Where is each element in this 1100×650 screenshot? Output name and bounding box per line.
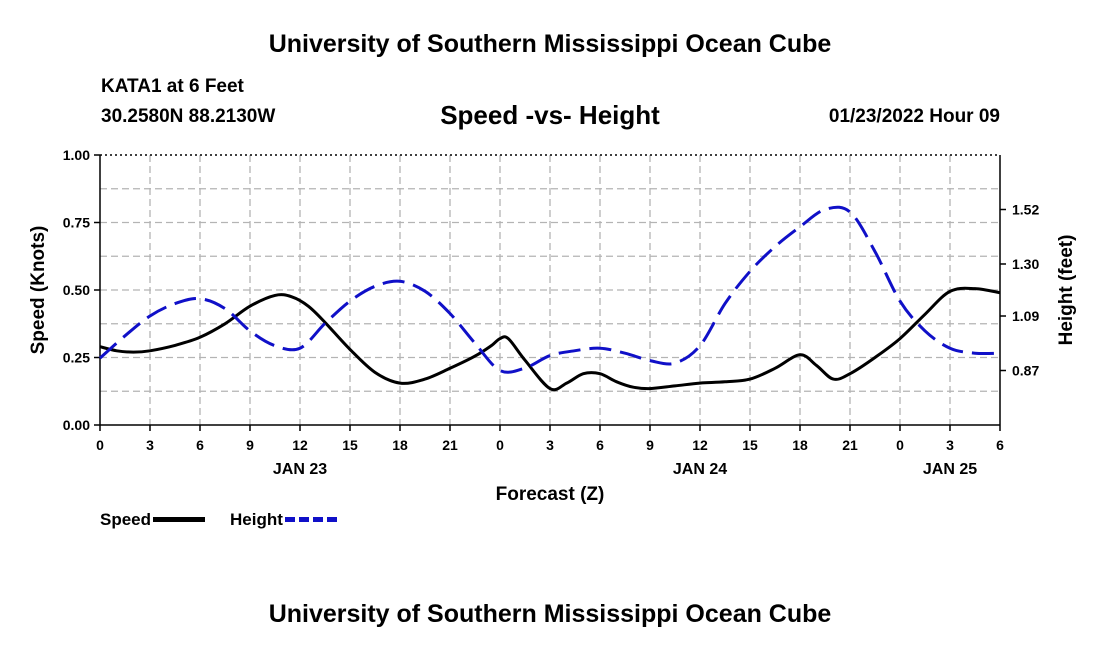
height-series-line	[99, 205, 1001, 374]
y-tick-label: 1.00	[63, 147, 90, 163]
x-tick-label: 12	[692, 437, 708, 453]
legend-speed: Speed	[100, 509, 206, 530]
run-time: 01/23/2022 Hour 09	[828, 106, 1000, 127]
station-coordinates: 30.2580N 88.2130W	[101, 106, 276, 127]
x-tick-label: 9	[246, 437, 254, 453]
x-tick-label: 6	[196, 437, 204, 453]
x-tick-label: 6	[996, 437, 1004, 453]
y2-tick-label: 1.30	[1012, 256, 1039, 272]
x-tick-label: 21	[442, 437, 458, 453]
x-tick-label: 0	[96, 437, 104, 453]
x-date-label: JAN 23	[273, 461, 327, 478]
x-tick-label: 12	[292, 437, 308, 453]
series-layer	[99, 205, 1001, 392]
speed-series-line	[99, 286, 1001, 392]
x-tick-label: 18	[392, 437, 408, 453]
axis-layer	[94, 154, 1006, 431]
y2-tick-label: 1.52	[1012, 201, 1039, 217]
legend-height: Height	[230, 509, 337, 530]
x-tick-label: 21	[842, 437, 858, 453]
grid-layer	[100, 154, 1000, 425]
legend-height-label: Height	[230, 509, 283, 529]
speed-height-chart: 0.00 0.25 0.50 0.75 1.00 0.87 1.09 1.30 1.52 0 3 6 9…	[28, 147, 1077, 505]
station-name: KATA1 at 6 Feet	[101, 76, 244, 97]
y-tick-label: 0.75	[63, 215, 90, 231]
y2-axis-title: Height (feet)	[1056, 235, 1077, 346]
legend-height-swatch	[284, 517, 337, 523]
y-axis-title: Speed (Knots)	[28, 226, 49, 355]
y-tick-label: 0.00	[63, 417, 90, 433]
x-tick-label: 3	[546, 437, 554, 453]
chart-title: Speed -vs- Height	[440, 100, 660, 130]
x-tick-label: 18	[792, 437, 808, 453]
x-tick-label: 15	[342, 437, 358, 453]
legend-speed-swatch	[153, 517, 206, 523]
label-layer: 0.00 0.25 0.50 0.75 1.00 0.87 1.09 1.30 1.52 0 3 6 9…	[63, 147, 1040, 478]
x-tick-label: 0	[896, 437, 904, 453]
x-tick-label: 15	[742, 437, 758, 453]
footer-title: University of Southern Mississippi Ocean…	[268, 600, 832, 628]
x-date-label: JAN 24	[673, 461, 727, 478]
y-tick-label: 0.25	[63, 350, 90, 366]
x-tick-label: 9	[646, 437, 654, 453]
x-tick-label: 3	[146, 437, 154, 453]
x-tick-label: 6	[596, 437, 604, 453]
y2-tick-label: 1.09	[1012, 308, 1039, 324]
y2-tick-label: 0.87	[1012, 363, 1039, 379]
x-tick-label: 3	[946, 437, 954, 453]
x-date-label: JAN 25	[923, 461, 977, 478]
main-title: University of Southern Mississippi Ocean…	[268, 30, 832, 58]
legend-speed-label: Speed	[100, 509, 152, 529]
y-tick-label: 0.50	[63, 282, 90, 298]
x-tick-label: 0	[496, 437, 504, 453]
x-axis-title: Forecast (Z)	[496, 484, 605, 505]
